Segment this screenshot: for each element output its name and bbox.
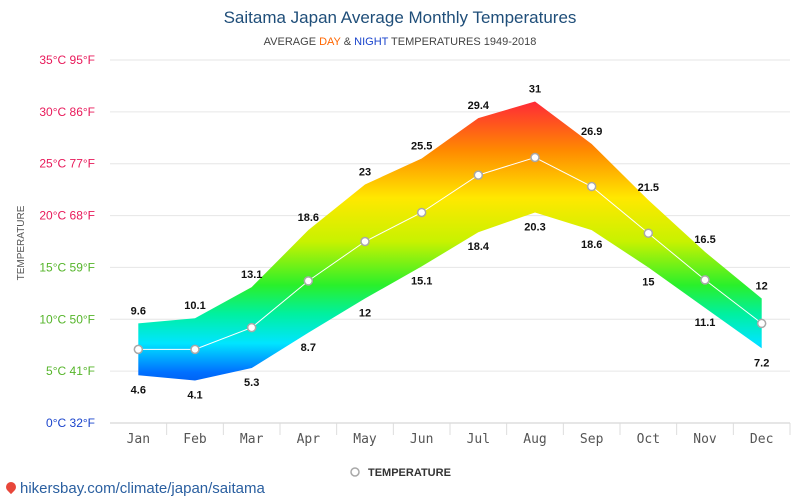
subtitle-night: NIGHT [354,36,389,48]
night-value-label: 4.6 [131,384,146,396]
data-labels: 9.6 10.1 13.1 18.6 23 25.5 29.4 31 26.9 21.5 16.5 1… [131,83,770,401]
average-point [756,318,767,329]
night-value-label: 8.7 [301,342,316,354]
x-tick-label: Jul [467,432,490,447]
day-value-label: 21.5 [638,182,659,194]
night-value-label: 15.1 [411,275,432,287]
day-value-label: 9.6 [131,305,146,317]
average-point [700,275,710,285]
x-tick-label: Mar [240,432,264,447]
temperature-range-area [138,101,762,381]
legend-marker-icon [350,467,360,477]
subtitle-day: DAY [319,36,341,48]
chart-subtitle: AVERAGE DAY & NIGHT TEMPERATURES 1949-20… [0,36,800,48]
average-point [190,344,200,355]
day-night-band [138,101,762,381]
average-point [416,207,427,218]
average-line [138,156,763,350]
average-point [360,236,370,247]
day-value-label: 26.9 [581,126,602,138]
x-tick-label: Apr [297,432,321,447]
night-value-label: 18.6 [581,239,602,251]
day-value-label: 29.4 [468,100,490,112]
chart-title: Saitama Japan Average Monthly Temperatur… [223,8,577,27]
x-tick-label: Dec [750,432,773,447]
subtitle-amp: & [340,36,355,48]
x-tick-label: Feb [183,432,207,447]
x-tick-label: Nov [693,432,717,447]
night-value-label: 12 [359,308,371,320]
map-pin-icon [3,479,19,495]
day-value-label: 10.1 [184,300,205,312]
night-value-label: 5.3 [244,377,259,389]
y-tick-label: 10°C 50°F [39,312,95,326]
x-tick-label: Jan [127,432,150,447]
night-value-label: 15 [642,276,654,288]
subtitle-prefix: AVERAGE [263,36,320,48]
day-value-label: 23 [359,166,371,178]
y-tick-label: 20°C 68°F [39,209,95,223]
average-point [586,181,597,192]
average-point [473,170,484,180]
night-value-label: 4.1 [187,389,202,401]
day-value-label: 25.5 [411,141,432,153]
average-point [133,344,144,355]
source-link-text[interactable]: hikersbay.com/climate/japan/saitama [20,480,265,497]
day-value-label: 13.1 [241,269,262,281]
average-temperature-line [133,152,767,355]
y-tick-label: 0°C 32°F [46,416,95,430]
legend: TEMPERATURE [350,467,451,479]
x-tick-label: May [353,432,377,447]
average-point [530,152,540,163]
x-tick-label: Aug [523,432,546,447]
average-point [303,276,314,286]
day-value-label: 18.6 [298,212,319,224]
night-value-label: 20.3 [524,221,545,233]
average-point [643,228,654,238]
y-tick-label: 25°C 77°F [39,157,95,171]
y-axis-label: TEMPERATURE [16,205,27,280]
x-tick-label: Oct [637,432,660,447]
source-link[interactable]: hikersbay.com/climate/japan/saitama [3,479,265,497]
subtitle-suffix: TEMPERATURES 1949-2018 [388,36,537,48]
day-value-label: 31 [529,83,541,95]
y-tick-label: 15°C 59°F [39,260,95,274]
average-point [246,322,257,333]
y-axis-ticks: 35°C 95°F 30°C 86°F 25°C 77°F 20°C 68°F 15°C… [39,53,95,430]
y-tick-label: 30°C 86°F [39,105,95,119]
x-tick-label: Jun [410,432,433,447]
night-value-label: 7.2 [754,357,769,369]
night-value-label: 11.1 [695,317,716,329]
x-axis-ticks: Jan Feb Mar Apr May Jun Jul Aug Sep Oct Nov Dec [127,423,791,447]
night-value-label: 18.4 [468,241,490,253]
day-value-label: 16.5 [694,234,715,246]
y-tick-label: 5°C 41°F [46,364,95,378]
legend-label: TEMPERATURE [368,467,451,479]
day-value-label: 12 [756,281,768,293]
y-tick-label: 35°C 95°F [39,53,95,67]
x-tick-label: Sep [580,432,604,447]
